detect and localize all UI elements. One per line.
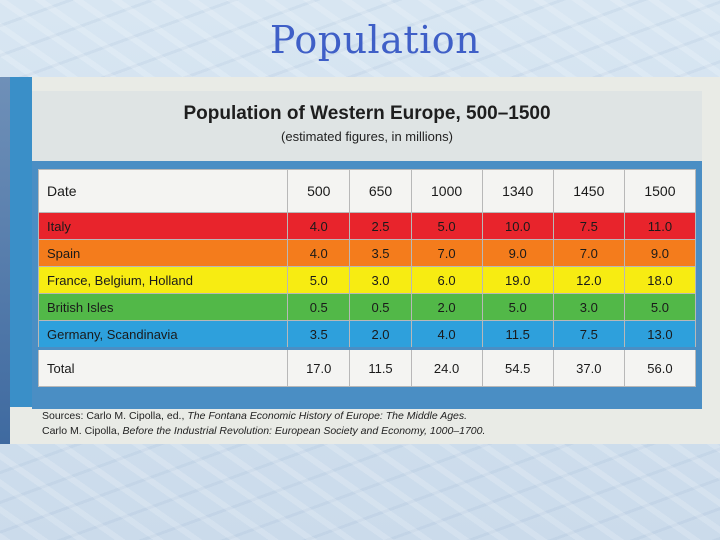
value-cell: 9.0: [481, 239, 554, 267]
total-cell: 11.5: [349, 347, 412, 387]
value-cell: 5.0: [410, 212, 483, 240]
source-line-2: Carlo M. Cipolla, Before the Industrial …: [42, 424, 485, 439]
population-table: Date 500 650 1000 1340 1450 1500 Italy 4…: [38, 169, 697, 387]
table-row: Spain 4.0 3.5 7.0 9.0 7.0 9.0: [38, 239, 697, 267]
region-cell: Spain: [38, 239, 288, 267]
table-row: Italy 4.0 2.5 5.0 10.0 7.5 11.0: [38, 212, 697, 240]
slide-title: Population: [269, 18, 481, 62]
value-cell: 11.0: [623, 212, 697, 240]
value-cell: 2.5: [349, 212, 412, 240]
value-cell: 5.0: [286, 266, 351, 294]
total-cell: 17.0: [286, 347, 351, 387]
value-cell: 6.0: [410, 266, 483, 294]
region-cell: Italy: [38, 212, 288, 240]
photo-edge: [0, 77, 10, 444]
source-line-1: Sources: Carlo M. Cipolla, ed., The Font…: [42, 409, 485, 424]
header-cell: 1500: [623, 169, 697, 213]
table-header-row: Date 500 650 1000 1340 1450 1500: [38, 169, 697, 213]
value-cell: 7.5: [552, 212, 625, 240]
header-cell: 1000: [410, 169, 483, 213]
total-cell: 37.0: [552, 347, 625, 387]
value-cell: 3.0: [552, 293, 625, 321]
region-cell: Germany, Scandinavia: [38, 320, 288, 349]
value-cell: 0.5: [286, 293, 351, 321]
header-cell: 500: [286, 169, 351, 213]
value-cell: 12.0: [552, 266, 625, 294]
sources-note: Sources: Carlo M. Cipolla, ed., The Font…: [42, 409, 485, 439]
value-cell: 7.5: [552, 320, 625, 349]
total-cell: 54.5: [481, 347, 554, 387]
value-cell: 2.0: [349, 320, 412, 349]
value-cell: 3.5: [349, 239, 412, 267]
value-cell: 3.5: [286, 320, 351, 349]
value-cell: 4.0: [410, 320, 483, 349]
photo-edge-blue: [10, 77, 32, 407]
header-cell: Date: [38, 169, 288, 213]
value-cell: 18.0: [623, 266, 697, 294]
header-cell: 1340: [481, 169, 554, 213]
source-2-author: Carlo M. Cipolla,: [42, 425, 123, 437]
value-cell: 13.0: [623, 320, 697, 349]
header-cell: 1450: [552, 169, 625, 213]
table-photo: Population of Western Europe, 500–1500 (…: [0, 77, 720, 444]
table-total-row: Total 17.0 11.5 24.0 54.5 37.0 56.0: [38, 347, 697, 387]
value-cell: 5.0: [481, 293, 554, 321]
value-cell: 2.0: [410, 293, 483, 321]
value-cell: 9.0: [623, 239, 697, 267]
source-2-title: Before the Industrial Revolution: Europe…: [122, 425, 486, 437]
source-1-author: Sources: Carlo M. Cipolla, ed.,: [42, 410, 188, 422]
table-row: British Isles 0.5 0.5 2.0 5.0 3.0 5.0: [38, 293, 697, 321]
region-cell: British Isles: [38, 293, 288, 321]
value-cell: 4.0: [286, 239, 351, 267]
value-cell: 10.0: [481, 212, 554, 240]
table-frame: Population of Western Europe, 500–1500 (…: [32, 91, 702, 409]
total-cell: 24.0: [410, 347, 483, 387]
table-subtitle: (estimated figures, in millions): [281, 129, 453, 144]
table-row: Germany, Scandinavia 3.5 2.0 4.0 11.5 7.…: [38, 320, 697, 349]
value-cell: 4.0: [286, 212, 351, 240]
value-cell: 11.5: [481, 320, 554, 349]
table-heading: Population of Western Europe, 500–1500 (…: [32, 91, 702, 161]
region-cell: France, Belgium, Holland: [38, 266, 288, 294]
total-cell: 56.0: [623, 347, 697, 387]
value-cell: 7.0: [410, 239, 483, 267]
value-cell: 3.0: [349, 266, 412, 294]
table-title: Population of Western Europe, 500–1500: [183, 103, 551, 124]
value-cell: 5.0: [623, 293, 697, 321]
total-label-cell: Total: [38, 347, 288, 387]
value-cell: 7.0: [552, 239, 625, 267]
source-1-title: The Fontana Economic History of Europe: …: [187, 410, 468, 422]
header-cell: 650: [349, 169, 412, 213]
value-cell: 0.5: [349, 293, 412, 321]
value-cell: 19.0: [481, 266, 554, 294]
table-row: France, Belgium, Holland 5.0 3.0 6.0 19.…: [38, 266, 697, 294]
